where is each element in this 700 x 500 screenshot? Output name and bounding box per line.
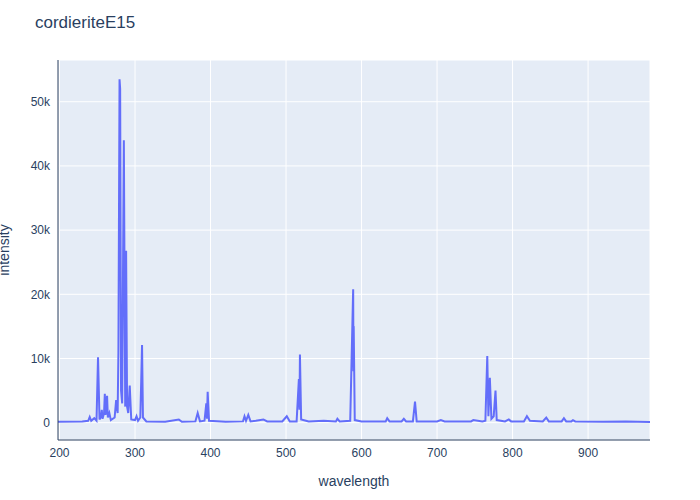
svg-text:500: 500 (276, 446, 296, 460)
svg-text:600: 600 (352, 446, 372, 460)
svg-text:800: 800 (503, 446, 523, 460)
svg-text:50k: 50k (31, 95, 51, 109)
svg-text:30k: 30k (31, 223, 51, 237)
svg-text:intensity: intensity (8, 224, 12, 275)
svg-text:20k: 20k (31, 288, 51, 302)
svg-text:200: 200 (49, 446, 69, 460)
svg-text:wavelength: wavelength (318, 473, 390, 489)
svg-text:40k: 40k (31, 159, 51, 173)
svg-text:700: 700 (427, 446, 447, 460)
html-text:cordieriteE15: cordieriteE15 (35, 13, 136, 32)
svg-text:300: 300 (125, 446, 145, 460)
svg-text:10k: 10k (31, 352, 51, 366)
svg-text:900: 900 (578, 446, 598, 460)
svg-text:0: 0 (43, 416, 50, 430)
svg-text:400: 400 (201, 446, 221, 460)
